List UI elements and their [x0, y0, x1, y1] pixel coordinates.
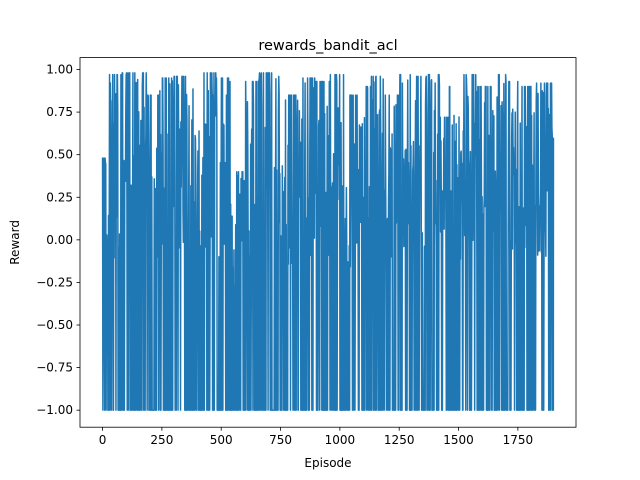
x-axis-ticks: 0 250 500 750 1000 1250 1500 1750: [99, 427, 533, 447]
y-tick-label: 0.75: [46, 105, 73, 119]
x-tick-label: 1250: [384, 433, 415, 447]
y-tick-label: 0.00: [46, 233, 73, 247]
y-tick-label: 0.25: [46, 190, 73, 204]
x-tick-label: 1750: [503, 433, 534, 447]
y-tick-label: −0.75: [36, 361, 73, 375]
y-axis-ticks: −1.00 −0.75 −0.50 −0.25 0.00 0.25 0.50 0.75 1.00: [36, 63, 80, 417]
reward-series-line: [101, 72, 555, 411]
y-tick-label: 1.00: [46, 63, 73, 77]
x-tick-label: 0: [99, 433, 107, 447]
x-axis-title: Episode: [304, 456, 351, 470]
x-tick-label: 250: [150, 433, 173, 447]
x-tick-label: 1500: [443, 433, 474, 447]
y-tick-label: −0.50: [36, 318, 73, 332]
x-tick-label: 1000: [325, 433, 356, 447]
y-axis-title: Reward: [8, 220, 22, 265]
x-tick-label: 500: [210, 433, 233, 447]
reward-series: [101, 72, 555, 411]
chart-title: rewards_bandit_acl: [258, 38, 397, 54]
y-tick-label: 0.50: [46, 148, 73, 162]
y-tick-label: −0.25: [36, 275, 73, 289]
plot-frame: [79, 57, 577, 428]
x-tick-label: 750: [269, 433, 292, 447]
y-tick-label: −1.00: [36, 403, 73, 417]
